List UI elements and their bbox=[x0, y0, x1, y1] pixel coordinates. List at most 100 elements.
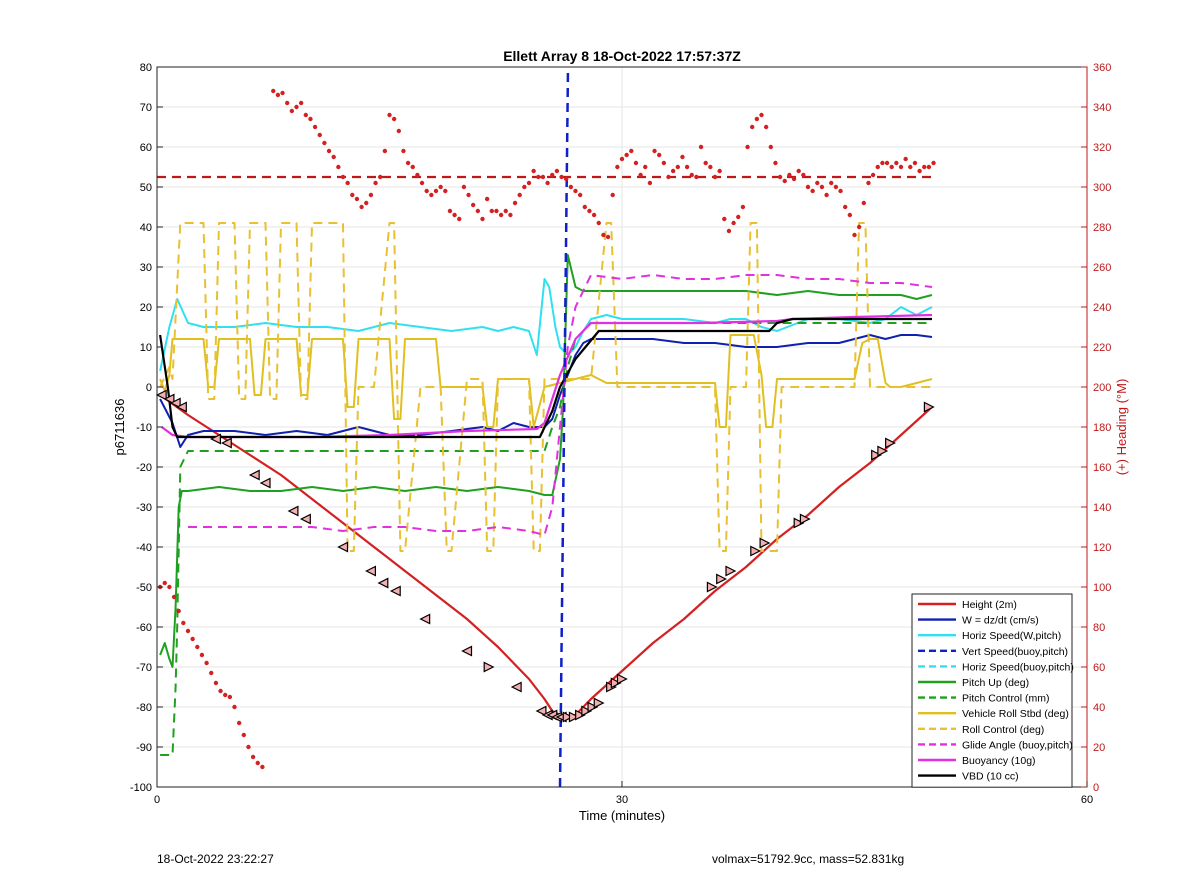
chart-title: Ellett Array 8 18-Oct-2022 17:57:37Z bbox=[503, 48, 741, 64]
height-marker bbox=[725, 565, 737, 577]
heading-point bbox=[782, 178, 787, 184]
heading-point bbox=[345, 180, 350, 186]
heading-point bbox=[922, 164, 927, 170]
heading-point bbox=[354, 196, 360, 202]
heading-point bbox=[657, 152, 662, 158]
heading-point bbox=[796, 168, 801, 174]
heading-point bbox=[536, 174, 541, 180]
y2-tick-label: 20 bbox=[1093, 742, 1105, 754]
series-w-dz-dt-cm-s bbox=[159, 334, 933, 448]
heading-point bbox=[638, 172, 643, 178]
legend-label: Buoyancy (10g) bbox=[962, 755, 1036, 767]
heading-point bbox=[336, 164, 341, 170]
heading-point bbox=[350, 192, 355, 198]
heading-point bbox=[457, 216, 462, 222]
heading-point bbox=[410, 164, 415, 170]
heading-point bbox=[484, 196, 490, 202]
height-marker bbox=[616, 673, 628, 685]
heading-point bbox=[773, 160, 778, 166]
y2-axis-label: (+) Heading (°M) bbox=[1114, 379, 1129, 476]
y-tick-label: 40 bbox=[140, 222, 152, 234]
vert-speed-line bbox=[558, 66, 570, 788]
heading-point bbox=[498, 212, 504, 218]
y2-tick-label: 240 bbox=[1093, 302, 1111, 314]
heading-point bbox=[866, 180, 871, 186]
heading-point bbox=[708, 164, 713, 170]
heading-point bbox=[833, 184, 839, 190]
heading-point bbox=[554, 168, 560, 174]
height-marker bbox=[587, 701, 599, 713]
y-tick-label: 80 bbox=[140, 62, 152, 74]
heading-point bbox=[452, 212, 457, 218]
heading-point bbox=[387, 112, 392, 118]
heading-point bbox=[810, 188, 815, 194]
height-marker bbox=[562, 711, 574, 723]
height-marker bbox=[610, 677, 622, 689]
heading-point bbox=[884, 160, 890, 166]
heading-point bbox=[185, 628, 191, 634]
plot-area bbox=[155, 66, 936, 788]
heading-point bbox=[736, 214, 741, 220]
height-marker bbox=[793, 517, 805, 529]
heading-point bbox=[582, 204, 587, 210]
heading-point bbox=[289, 108, 295, 114]
heading-point bbox=[195, 644, 200, 650]
heading-point bbox=[415, 172, 420, 178]
y2-tick-label: 300 bbox=[1093, 182, 1111, 194]
heading-point bbox=[391, 116, 397, 122]
heading-point bbox=[271, 88, 276, 94]
heading-point bbox=[503, 208, 508, 214]
heading-point bbox=[726, 228, 732, 234]
heading-point bbox=[531, 168, 536, 174]
heading-point bbox=[466, 192, 471, 198]
height-marker bbox=[377, 577, 389, 589]
series-vbd-10-cc bbox=[159, 317, 932, 439]
y2-tick-label: 180 bbox=[1093, 422, 1111, 434]
y2-tick-label: 160 bbox=[1093, 462, 1111, 474]
heading-point bbox=[480, 216, 485, 222]
heading-point bbox=[359, 204, 364, 210]
x-tick-label: 0 bbox=[154, 794, 160, 806]
heading-point bbox=[298, 100, 304, 106]
heading-point bbox=[429, 192, 434, 198]
height-marker bbox=[210, 433, 221, 445]
heading-point bbox=[508, 212, 513, 218]
heading-point bbox=[805, 184, 811, 190]
heading-point bbox=[405, 160, 411, 166]
y2-tick-label: 140 bbox=[1093, 502, 1111, 514]
heading-point bbox=[373, 180, 378, 186]
heading-point bbox=[847, 212, 853, 218]
legend-label: Pitch Up (deg) bbox=[962, 677, 1029, 689]
y-axis-label: p6711636 bbox=[112, 399, 127, 456]
height-marker bbox=[175, 401, 187, 413]
legend-label: Horiz Speed(buoy,pitch) bbox=[962, 661, 1074, 673]
heading-point bbox=[280, 90, 285, 96]
heading-point bbox=[689, 172, 694, 178]
height-marker bbox=[461, 645, 473, 657]
heading-point bbox=[712, 174, 718, 180]
heading-point bbox=[550, 172, 555, 178]
heading-point bbox=[870, 172, 876, 178]
height-marker bbox=[871, 449, 883, 461]
heading-point bbox=[340, 174, 346, 180]
heading-point bbox=[489, 208, 494, 214]
heading-point bbox=[894, 160, 899, 166]
heading-point bbox=[838, 188, 843, 194]
heading-point bbox=[213, 680, 219, 686]
heading-point bbox=[232, 704, 237, 710]
heading-point bbox=[181, 620, 186, 626]
heading-point bbox=[438, 184, 443, 190]
heading-point bbox=[368, 192, 374, 198]
y2-tick-label: 220 bbox=[1093, 342, 1111, 354]
y-tick-label: -20 bbox=[136, 462, 152, 474]
height-marker bbox=[220, 437, 232, 449]
heading-point bbox=[898, 164, 904, 170]
heading-point bbox=[763, 124, 769, 130]
heading-point bbox=[903, 156, 908, 162]
heading-point bbox=[768, 144, 773, 150]
y-tick-label: 30 bbox=[140, 262, 152, 274]
x-axis: 0 30 60 bbox=[154, 781, 1093, 806]
height-marker bbox=[248, 469, 260, 481]
heading-point bbox=[545, 180, 550, 186]
